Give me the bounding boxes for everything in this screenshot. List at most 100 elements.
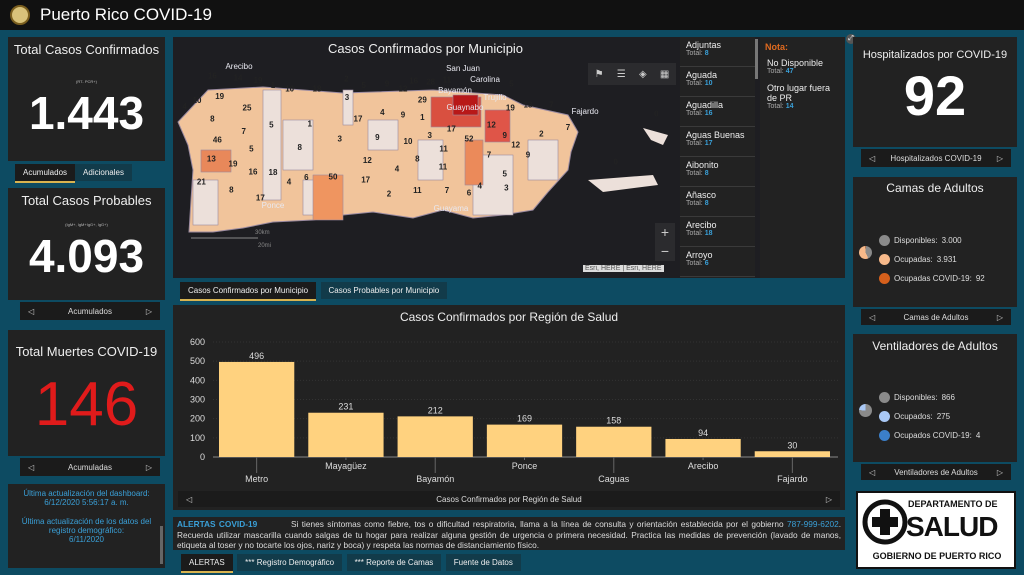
- beds-legend: Disponibles: 3.000 Ocupadas: 3.931 Ocupada…: [879, 231, 985, 288]
- legend-item: Disponibles: 3.000: [879, 231, 985, 250]
- municipio-total: Total: 10: [686, 80, 713, 87]
- tab-registro-demografico[interactable]: *** Registro Demográfico: [237, 554, 343, 571]
- probable-value: 4.093: [28, 230, 145, 282]
- zoom-out-button[interactable]: −: [660, 243, 670, 259]
- map-toolbar: ⚑ ☰ ◈ ▦: [588, 63, 676, 85]
- municipio-count-label: 19: [506, 104, 515, 113]
- municipio-item[interactable]: Arecibo Total: 18: [680, 217, 755, 247]
- place-label: Fajardo: [571, 107, 599, 116]
- bar-value-label: 496: [249, 351, 264, 361]
- bar-value-label: 94: [698, 428, 708, 438]
- municipio-item[interactable]: Aguas Buenas Total: 17: [680, 127, 755, 157]
- legend-icon[interactable]: ☰: [616, 68, 626, 80]
- municipio-item[interactable]: Aguadilla Total: 16: [680, 97, 755, 127]
- municipio-item[interactable]: Aibonito Total: 8: [680, 157, 755, 187]
- municipio-count-label: 8: [297, 143, 302, 152]
- fullscreen-icon[interactable]: ⤢: [846, 34, 856, 44]
- scale-mi: 20mi: [258, 243, 271, 249]
- ventilators-legend: Disponibles: 866 Ocupados: 275 Ocupados CO…: [879, 388, 980, 445]
- municipio-count-label: 7: [445, 186, 450, 195]
- municipio-count-label: 4: [477, 181, 482, 190]
- next-arrow-icon[interactable]: ▷: [996, 312, 1003, 322]
- municipio-count-label: 13: [524, 100, 533, 109]
- bar[interactable]: [219, 361, 295, 457]
- alerts-panel: ALERTAS COVID-19 Si tienes síntomas como…: [173, 517, 845, 550]
- legend-dot-icon: [879, 411, 890, 422]
- municipio-name: Aguas Buenas: [686, 130, 745, 140]
- municipio-shape[interactable]: [464, 139, 484, 186]
- tab-adicionales[interactable]: Adicionales: [75, 164, 132, 181]
- tab-reporte-camas[interactable]: *** Reporte de Camas: [346, 554, 442, 571]
- bar[interactable]: [665, 438, 741, 457]
- next-arrow-icon[interactable]: ▷: [996, 467, 1003, 477]
- layers-icon[interactable]: ◈: [638, 68, 647, 80]
- municipio-list: Adjuntas Total: 8 Aguada Total: 10 Aguadilla…: [680, 37, 755, 278]
- municipio-shape[interactable]: [200, 149, 232, 173]
- prev-arrow-icon[interactable]: ◁: [869, 467, 876, 477]
- alerts-phone[interactable]: 787-999-6202: [787, 519, 839, 529]
- prev-arrow-icon[interactable]: ◁: [869, 153, 876, 163]
- municipio-shape[interactable]: [367, 119, 399, 151]
- list-scrollbar[interactable]: [755, 39, 758, 79]
- bottom-tabs: ALERTAS *** Registro Demográfico *** Rep…: [181, 552, 521, 573]
- prev-arrow-icon[interactable]: ◁: [186, 494, 193, 504]
- municipio-shape[interactable]: [192, 179, 219, 226]
- scrollbar[interactable]: [160, 526, 163, 564]
- municipio-shape[interactable]: [484, 109, 511, 143]
- municipio-shape[interactable]: [452, 94, 479, 116]
- logo-text: SALUD: [906, 511, 998, 542]
- place-label: Ponce: [262, 201, 285, 210]
- municipio-name: Aibonito: [686, 160, 719, 170]
- next-arrow-icon[interactable]: ▷: [996, 153, 1003, 163]
- card-subtitle: (RT- PCR+): [76, 79, 97, 84]
- next-arrow-icon[interactable]: ▷: [145, 306, 152, 316]
- bar[interactable]: [486, 424, 563, 457]
- municipio-item[interactable]: Arroyo Total: 6: [680, 247, 755, 277]
- tab-confirmados-municipio[interactable]: Casos Confirmados por Municipio: [180, 282, 317, 301]
- tab-acumulados[interactable]: Acumulados: [15, 164, 76, 183]
- municipio-count-label: 19: [215, 92, 224, 101]
- municipio-shape[interactable]: [262, 89, 282, 201]
- basemap-icon[interactable]: ▦: [659, 68, 670, 80]
- bookmark-icon[interactable]: ⚑: [594, 68, 604, 80]
- next-arrow-icon[interactable]: ▷: [825, 494, 832, 504]
- municipio-count-label: 28: [426, 78, 435, 87]
- municipio-shape[interactable]: [417, 139, 444, 181]
- hospitalized-value: 92: [903, 64, 967, 127]
- next-arrow-icon[interactable]: ▷: [145, 462, 152, 472]
- municipio-shape[interactable]: [527, 139, 559, 181]
- municipio-shape[interactable]: [282, 119, 314, 171]
- place-label: Guayama: [434, 204, 469, 213]
- municipio-count-label: 4: [395, 164, 400, 173]
- municipio-count-label: 4: [380, 108, 385, 117]
- tab-probables-municipio[interactable]: Casos Probables por Municipio: [320, 282, 448, 299]
- prev-arrow-icon[interactable]: ◁: [28, 462, 35, 472]
- municipio-count-label: 6: [467, 189, 472, 198]
- card-subtitle: (IgM+, IgM+IgG+, IgG+): [65, 222, 108, 227]
- municipio-count-label: 11: [439, 163, 448, 172]
- bar[interactable]: [397, 416, 473, 457]
- municipio-name: Añasco: [686, 190, 717, 200]
- registry-update-date: 6/11/2020: [69, 535, 104, 544]
- municipio-shape[interactable]: [342, 89, 354, 126]
- card-title: Total Muertes COVID-19: [15, 344, 158, 359]
- bar[interactable]: [576, 426, 652, 457]
- tab-fuente-datos[interactable]: Fuente de Datos: [445, 554, 521, 571]
- municipio-name: Arroyo: [686, 250, 713, 260]
- municipio-count-label: 1: [271, 81, 276, 90]
- zoom-in-button[interactable]: +: [660, 224, 670, 240]
- municipio-shape[interactable]: [312, 174, 344, 221]
- municipio-item[interactable]: Adjuntas Total: 8: [680, 37, 755, 67]
- bar[interactable]: [754, 451, 830, 457]
- hospitalized-card: Hospitalizados por COVID-19 92: [853, 37, 1017, 147]
- bar[interactable]: [308, 412, 384, 457]
- prev-arrow-icon[interactable]: ◁: [869, 312, 876, 322]
- municipio-item[interactable]: Aguada Total: 10: [680, 67, 755, 97]
- prev-arrow-icon[interactable]: ◁: [28, 306, 35, 316]
- health-cross-icon: [862, 499, 908, 545]
- beds-card: Camas de Adultos Disponibles: 3.000 Ocupa…: [853, 177, 1017, 307]
- tab-alertas[interactable]: ALERTAS: [181, 554, 233, 573]
- municipio-item[interactable]: Añasco Total: 8: [680, 187, 755, 217]
- municipio-count-label: 46: [213, 135, 222, 144]
